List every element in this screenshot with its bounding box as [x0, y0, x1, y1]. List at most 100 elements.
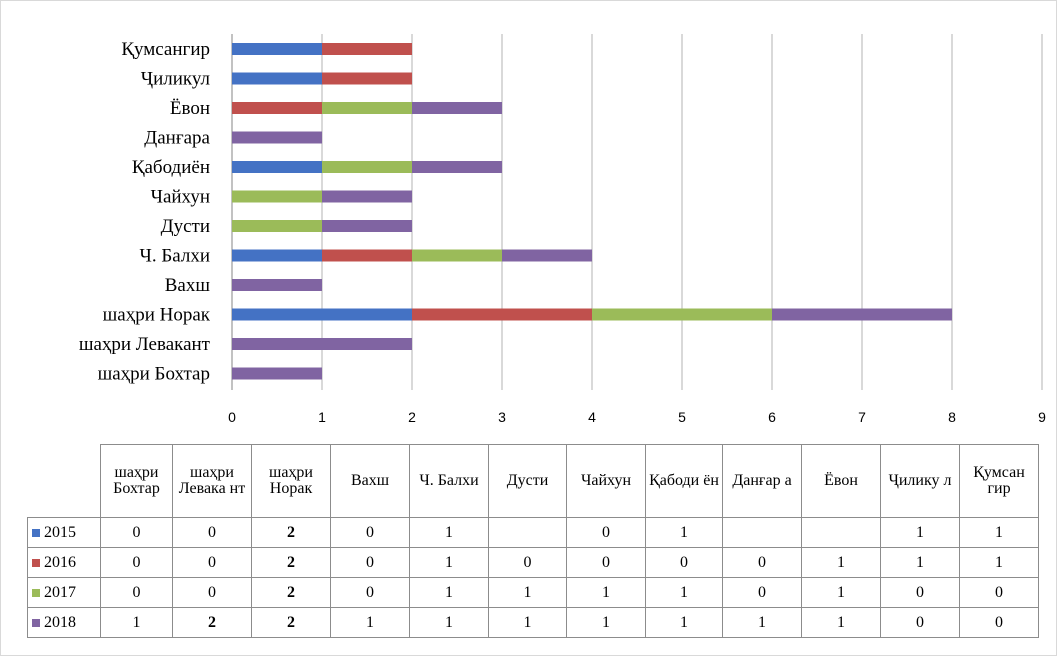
table-row: 2015 0 0 2 0 1 0 1 1 1	[28, 518, 1039, 548]
table-header: Қабоди ён	[646, 445, 723, 518]
table-cell: 0	[646, 548, 723, 578]
table-cell: 2	[252, 548, 331, 578]
table-cell: 1	[489, 578, 567, 608]
bar-segment-2015	[232, 73, 322, 85]
table-cell: 1	[960, 548, 1039, 578]
table-cell: 1	[410, 578, 489, 608]
table-cell: 1	[960, 518, 1039, 548]
x-tick-label: 0	[228, 409, 236, 425]
table-cell: 2	[252, 608, 331, 638]
x-tick-label: 9	[1038, 409, 1046, 425]
bar-segment-2015	[232, 250, 322, 262]
category-label: шаҳри Левакант	[79, 334, 211, 355]
table-cell: 0	[881, 608, 960, 638]
table-cell	[802, 518, 881, 548]
table-cell: 0	[960, 608, 1039, 638]
bar-segment-2016	[412, 309, 592, 321]
bar-segment-2015	[232, 161, 322, 173]
table-cell: 1	[802, 578, 881, 608]
bar-chart: 0 1 2 3 4 5 6 7 8 9 шаҳри Бохтар шаҳри Левакант шаҳр…	[0, 0, 1057, 440]
bar-segment-2017	[322, 161, 412, 173]
category-label: Қумсангир	[121, 39, 210, 60]
table-cell: 1	[723, 608, 802, 638]
table-cell: 2	[252, 518, 331, 548]
table-cell: 1	[489, 608, 567, 638]
table-cell: 1	[101, 608, 173, 638]
table-cell: 2	[173, 608, 252, 638]
table-cell: 1	[410, 518, 489, 548]
legend-cell: 2015	[28, 518, 101, 548]
bar-segment-2017	[232, 191, 322, 203]
bar-segment-2018	[412, 161, 502, 173]
table-cell: 1	[646, 608, 723, 638]
table-row: 2017 0 0 2 0 1 1 1 1 0 1 0 0	[28, 578, 1039, 608]
x-tick-label: 7	[858, 409, 866, 425]
table-header-row: шаҳри Бохтар шаҳри Левака нт шаҳри Норак…	[28, 445, 1039, 518]
table-cell: 0	[101, 578, 173, 608]
table-row: 2016 0 0 2 0 1 0 0 0 0 1 1 1	[28, 548, 1039, 578]
data-table: шаҳри Бохтар шаҳри Левака нт шаҳри Норак…	[27, 444, 1039, 638]
legend-cell: 2018	[28, 608, 101, 638]
table-cell: 0	[331, 578, 410, 608]
bar-segment-2017	[592, 309, 772, 321]
table-header: Ёвон	[802, 445, 881, 518]
table-cell: 1	[646, 518, 723, 548]
table-header: Дусти	[489, 445, 567, 518]
bar-segment-2015	[232, 309, 412, 321]
bar-segment-2018	[232, 132, 322, 144]
legend-swatch	[32, 619, 40, 627]
table-cell: 0	[723, 578, 802, 608]
table-cell: 1	[646, 578, 723, 608]
bar-segment-2018	[232, 279, 322, 291]
bar-segment-2016	[322, 250, 412, 262]
category-label: Ч. Балхи	[139, 246, 210, 267]
legend-cell: 2017	[28, 578, 101, 608]
table-cell: 1	[567, 608, 646, 638]
table-header: Қумсан гир	[960, 445, 1039, 518]
table-cell: 0	[567, 518, 646, 548]
bar-segment-2016	[322, 73, 412, 85]
table-cell: 0	[960, 578, 1039, 608]
legend-cell: 2016	[28, 548, 101, 578]
table-cell: 0	[173, 518, 252, 548]
bar-segment-2016	[322, 43, 412, 55]
bar-segment-2018	[412, 102, 502, 114]
table-cell: 1	[802, 608, 881, 638]
x-tick-label: 5	[678, 409, 686, 425]
table-header: шаҳри Левака нт	[173, 445, 252, 518]
x-tick-label: 1	[318, 409, 326, 425]
bar-segment-2018	[502, 250, 592, 262]
table-cell: 1	[567, 578, 646, 608]
table-cell: 0	[173, 548, 252, 578]
table-header: Чайхун	[567, 445, 646, 518]
x-tick-label: 2	[408, 409, 416, 425]
table-cell: 0	[173, 578, 252, 608]
bar-segment-2017	[232, 220, 322, 232]
legend-label: 2015	[44, 524, 76, 541]
x-tick-label: 6	[768, 409, 776, 425]
table-cell: 0	[101, 548, 173, 578]
table-cell: 0	[881, 578, 960, 608]
category-label: Ёвон	[170, 98, 210, 119]
table-header: Вахш	[331, 445, 410, 518]
bar-segment-2018	[232, 368, 322, 380]
legend-label: 2018	[44, 614, 76, 631]
legend-swatch	[32, 529, 40, 537]
table-header: Данғар а	[723, 445, 802, 518]
legend-label: 2016	[44, 554, 76, 571]
bar-segment-2018	[232, 338, 412, 350]
x-tick-label: 4	[588, 409, 596, 425]
table-header: шаҳри Норак	[252, 445, 331, 518]
x-tick-label: 3	[498, 409, 506, 425]
table-cell: 0	[723, 548, 802, 578]
table-cell: 0	[567, 548, 646, 578]
table-header: шаҳри Бохтар	[101, 445, 173, 518]
table-cell: 1	[802, 548, 881, 578]
table-cell: 0	[331, 518, 410, 548]
bar-segment-2018	[322, 220, 412, 232]
table-cell: 0	[489, 548, 567, 578]
table-cell: 1	[410, 608, 489, 638]
bar-segment-2017	[412, 250, 502, 262]
table-cell: 1	[881, 548, 960, 578]
table-cell: 0	[331, 548, 410, 578]
